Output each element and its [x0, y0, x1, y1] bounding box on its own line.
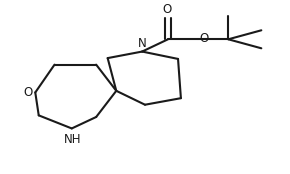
Text: O: O [199, 32, 208, 45]
Text: O: O [163, 3, 172, 15]
Text: O: O [23, 86, 32, 99]
Text: NH: NH [64, 133, 81, 146]
Text: N: N [138, 37, 146, 50]
